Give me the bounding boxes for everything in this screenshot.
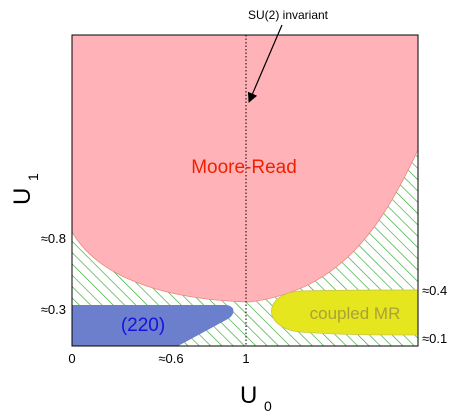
- y-tick-left-0: ≈0.8: [41, 231, 66, 246]
- coupled-mr-region: [271, 289, 418, 336]
- phase-220-label: (220): [121, 315, 165, 336]
- x-tick-1: ≈0.6: [158, 351, 183, 366]
- plot-frame: [71, 34, 419, 347]
- y-tick-right-0: ≈0.4: [422, 283, 447, 298]
- x-axis-label-sub: 0: [264, 398, 272, 414]
- moore-read-label: Moore-Read: [191, 157, 297, 178]
- y-tick-right-1: ≈0.1: [422, 331, 447, 346]
- su2-invariant-label: SU(2) invariant: [248, 8, 329, 22]
- x-tick-0: 0: [68, 351, 75, 366]
- moore-read-region: [72, 35, 418, 303]
- x-tick-2: 1: [242, 351, 249, 366]
- y-axis-label-main: U: [9, 188, 36, 205]
- y-axis-label-sub: 1: [25, 173, 41, 181]
- x-axis-label-main: U: [240, 382, 257, 409]
- y-axis-label: U 1: [9, 173, 41, 205]
- coupled-mr-label: coupled MR: [310, 304, 401, 323]
- phase-220-region: [72, 305, 234, 346]
- y-tick-left-1: ≈0.3: [41, 302, 66, 317]
- x-axis-label: U 0: [240, 382, 272, 414]
- annotation-arrow: [247, 24, 283, 103]
